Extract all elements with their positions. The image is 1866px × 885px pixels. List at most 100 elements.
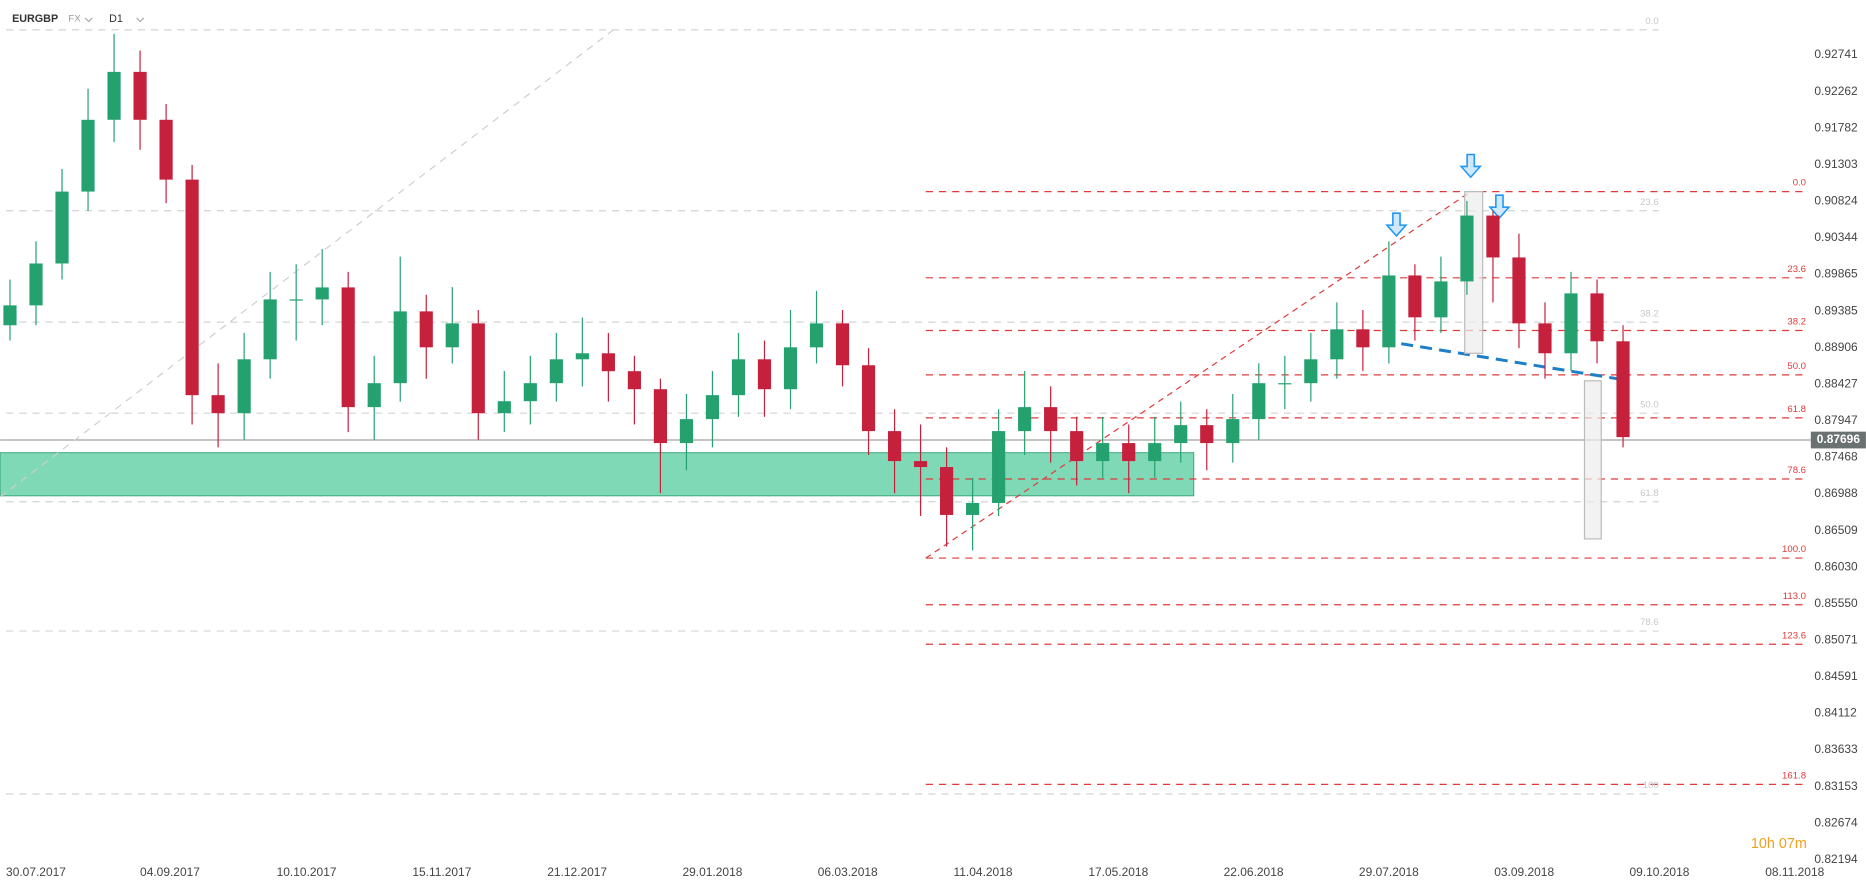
candle-body	[341, 287, 355, 408]
y-tick-label: 0.86988	[1814, 486, 1858, 500]
symbol[interactable]: EURGBP	[12, 13, 58, 25]
y-tick-label: 0.90344	[1814, 230, 1858, 244]
y-tick-label: 0.82194	[1814, 852, 1858, 866]
fib-label: 100	[1643, 780, 1659, 791]
fib-label: 78.6	[1640, 617, 1659, 628]
candle-body	[107, 71, 121, 120]
timeframe[interactable]: D1	[109, 13, 123, 25]
candle-body	[185, 179, 199, 396]
candle-body	[315, 287, 329, 300]
candle-body	[835, 323, 850, 366]
candle-body	[1356, 329, 1370, 348]
y-tick-label: 0.88427	[1814, 376, 1858, 390]
y-tick-label: 0.89385	[1814, 303, 1858, 317]
candle-body	[1330, 329, 1344, 360]
candle-body	[575, 353, 589, 360]
candle-body	[1304, 359, 1318, 384]
x-tick-label: 22.06.2018	[1224, 865, 1284, 879]
y-tick-label: 0.83153	[1814, 779, 1858, 793]
candle-body	[627, 371, 641, 390]
candle-body	[1226, 419, 1240, 444]
x-tick-label: 08.11.2018	[1765, 865, 1824, 879]
y-tick-label: 0.91782	[1814, 120, 1858, 134]
x-tick-label: 30.07.2017	[6, 865, 66, 879]
fib-label: 50.0	[1640, 399, 1659, 410]
fib-label: 100.0	[1782, 544, 1806, 555]
candle-body	[1486, 215, 1500, 258]
foreground-layer: 0.92741 0.92262 0.91782 0.91303 0.90824 0.903…	[3, 16, 1866, 879]
y-tick-label: 0.83633	[1814, 742, 1858, 756]
candle-body	[1070, 431, 1084, 462]
y-tick-label: 0.90824	[1814, 194, 1858, 208]
arrow-down	[1488, 194, 1511, 220]
x-tick-label: 03.09.2018	[1494, 865, 1554, 879]
fib-label: 50.0	[1787, 361, 1806, 372]
fib-label: 78.6	[1787, 465, 1806, 476]
trend-line	[0, 29, 614, 498]
candle-body	[1382, 275, 1396, 348]
candle-body	[705, 395, 720, 420]
arrow-down	[1385, 212, 1408, 238]
candle-body	[1538, 323, 1552, 354]
candle-body	[1278, 383, 1292, 385]
y-tick-label: 0.92262	[1814, 84, 1858, 98]
fib-label: 38.2	[1787, 317, 1806, 328]
candle-body	[1148, 443, 1162, 462]
x-tick-label: 17.05.2018	[1088, 865, 1148, 879]
candle-body	[1564, 293, 1578, 354]
candle-body	[1122, 443, 1136, 462]
y-tick-label: 0.82674	[1814, 815, 1858, 829]
fib-label: 123.6	[1782, 630, 1806, 641]
fib-label: 113.0	[1783, 591, 1806, 602]
candle-body	[289, 299, 303, 301]
y-tick-label: 0.85071	[1814, 632, 1858, 646]
candle-body	[1044, 407, 1058, 432]
candle-body	[887, 431, 902, 462]
fib-label: 23.6	[1640, 197, 1659, 208]
candle-body	[3, 305, 17, 326]
candle-body	[211, 395, 225, 414]
y-tick-label: 0.86030	[1814, 559, 1858, 573]
fib-label: 23.6	[1787, 264, 1806, 275]
y-tick-label: 0.85550	[1814, 596, 1858, 610]
fib-label: 61.8	[1640, 488, 1659, 499]
candle-body	[679, 419, 694, 444]
trend-line	[925, 191, 1472, 559]
background-layer	[0, 29, 1811, 795]
y-tick-label: 0.88906	[1814, 340, 1858, 354]
arrow-down	[1459, 153, 1483, 179]
candle-body	[809, 323, 824, 348]
arrows	[1385, 153, 1511, 238]
candle-body	[497, 401, 511, 414]
fib-label: 0.0	[1645, 16, 1658, 27]
x-tick-label: 21.12.2017	[547, 865, 607, 879]
x-tick-label: 29.01.2018	[682, 865, 742, 879]
candle-body	[471, 323, 485, 414]
candle-body	[1616, 341, 1630, 438]
candle-body	[159, 119, 173, 180]
candle-body	[549, 359, 563, 384]
y-tick-label: 0.92741	[1814, 47, 1858, 61]
candle-body	[601, 353, 615, 372]
candle-body	[1434, 281, 1448, 318]
x-tick-label: 10.10.2017	[277, 865, 337, 879]
neckline	[1401, 342, 1624, 382]
dropdown-icon	[84, 17, 93, 23]
candle-body	[367, 383, 381, 408]
x-tick-label: 11.04.2018	[954, 865, 1013, 879]
candle-body	[1512, 257, 1526, 324]
candle-body	[731, 359, 746, 396]
candle-body	[913, 461, 928, 468]
candle-body	[1018, 407, 1032, 432]
fib-label: 0.0	[1793, 178, 1806, 189]
candle-body	[653, 389, 667, 444]
candle-body	[940, 467, 954, 515]
candle-body	[1590, 293, 1604, 342]
candle-body	[29, 263, 43, 306]
candle-body	[445, 323, 459, 348]
candle-body	[1174, 425, 1188, 444]
y-tick-label: 0.91303	[1814, 157, 1858, 171]
candle-body	[1200, 425, 1214, 444]
candle-body	[1460, 215, 1474, 282]
